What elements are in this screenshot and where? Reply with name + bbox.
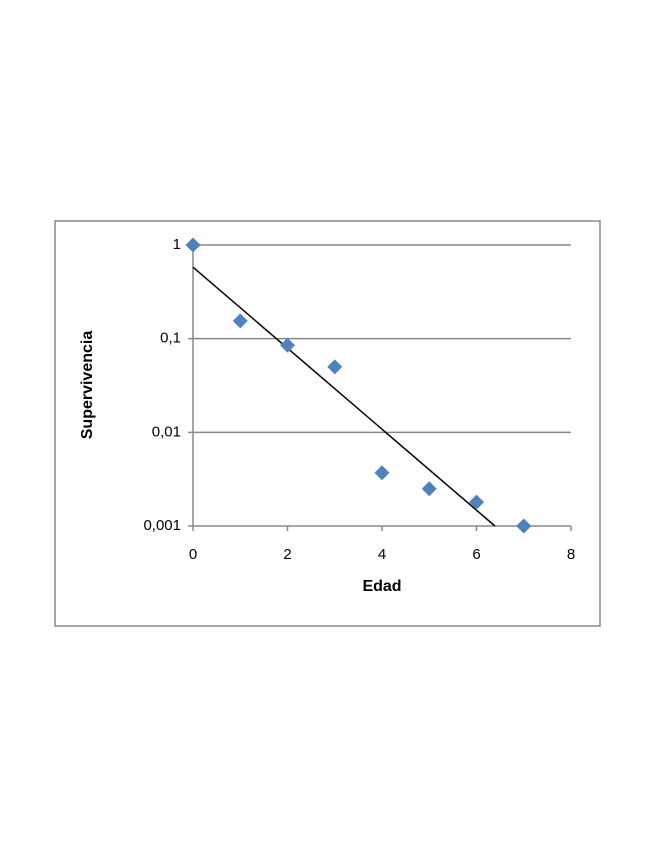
data-point [327,359,343,375]
data-point [185,237,201,253]
y-tick-label: 1 [173,236,181,253]
x-axis-title: Edad [362,578,401,595]
data-point [280,337,295,353]
x-tick-label: 8 [567,546,575,563]
x-tick-label: 4 [378,546,386,563]
y-tick-label: 0,01 [152,423,181,440]
data-point [374,465,390,481]
y-tick-label: 0,1 [160,330,181,347]
trendline [192,266,496,527]
data-point [421,481,437,497]
data-point [516,518,532,534]
y-axis-title: Supervivencia [79,331,96,440]
data-point [232,313,248,329]
y-tick-label: 0,001 [143,517,181,534]
x-tick-label: 0 [189,546,197,563]
chart-frame [54,220,601,627]
x-tick-label: 6 [472,546,480,563]
data-point [469,494,484,510]
x-tick-label: 2 [283,546,291,563]
